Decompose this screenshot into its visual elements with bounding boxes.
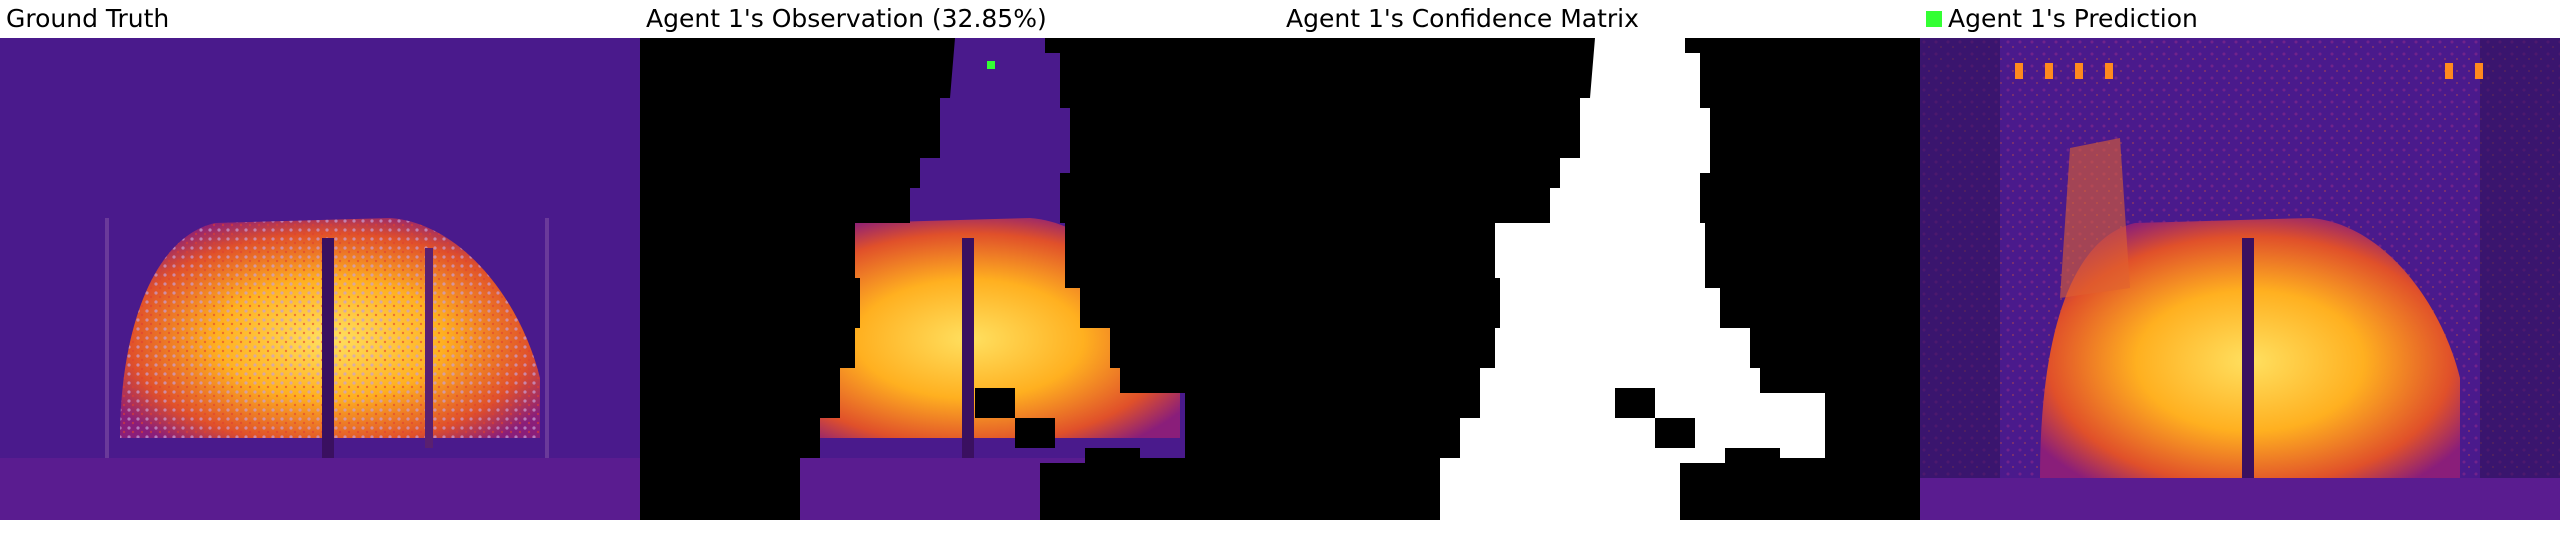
prediction-image	[1920, 38, 2560, 520]
panel-title-observation: Agent 1's Observation (32.85%)	[646, 4, 1047, 33]
legend-swatch	[1926, 11, 1942, 27]
panel-observation: Agent 1's Observation (32.85%)	[640, 0, 1280, 520]
panel-confidence-matrix: Agent 1's Confidence Matrix	[1280, 0, 1920, 520]
panel-ground-truth: Ground Truth	[0, 0, 640, 520]
panel-title-ground-truth: Ground Truth	[6, 4, 170, 33]
panel-title-prediction: Agent 1's Prediction	[1948, 4, 2198, 33]
ground-truth-image	[0, 38, 640, 520]
panel-title-confidence-matrix: Agent 1's Confidence Matrix	[1286, 4, 1639, 33]
confidence-matrix-image	[1280, 38, 1920, 520]
panel-prediction: Agent 1's Prediction	[1920, 0, 2560, 520]
observation-image	[640, 38, 1280, 520]
observation-marker	[987, 61, 995, 69]
prediction-legend: Agent 1's Prediction	[1926, 2, 2198, 36]
